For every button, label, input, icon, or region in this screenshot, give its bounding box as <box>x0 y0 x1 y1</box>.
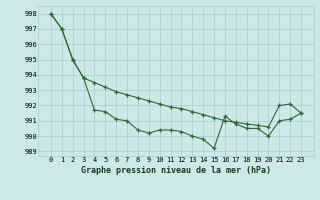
X-axis label: Graphe pression niveau de la mer (hPa): Graphe pression niveau de la mer (hPa) <box>81 166 271 175</box>
